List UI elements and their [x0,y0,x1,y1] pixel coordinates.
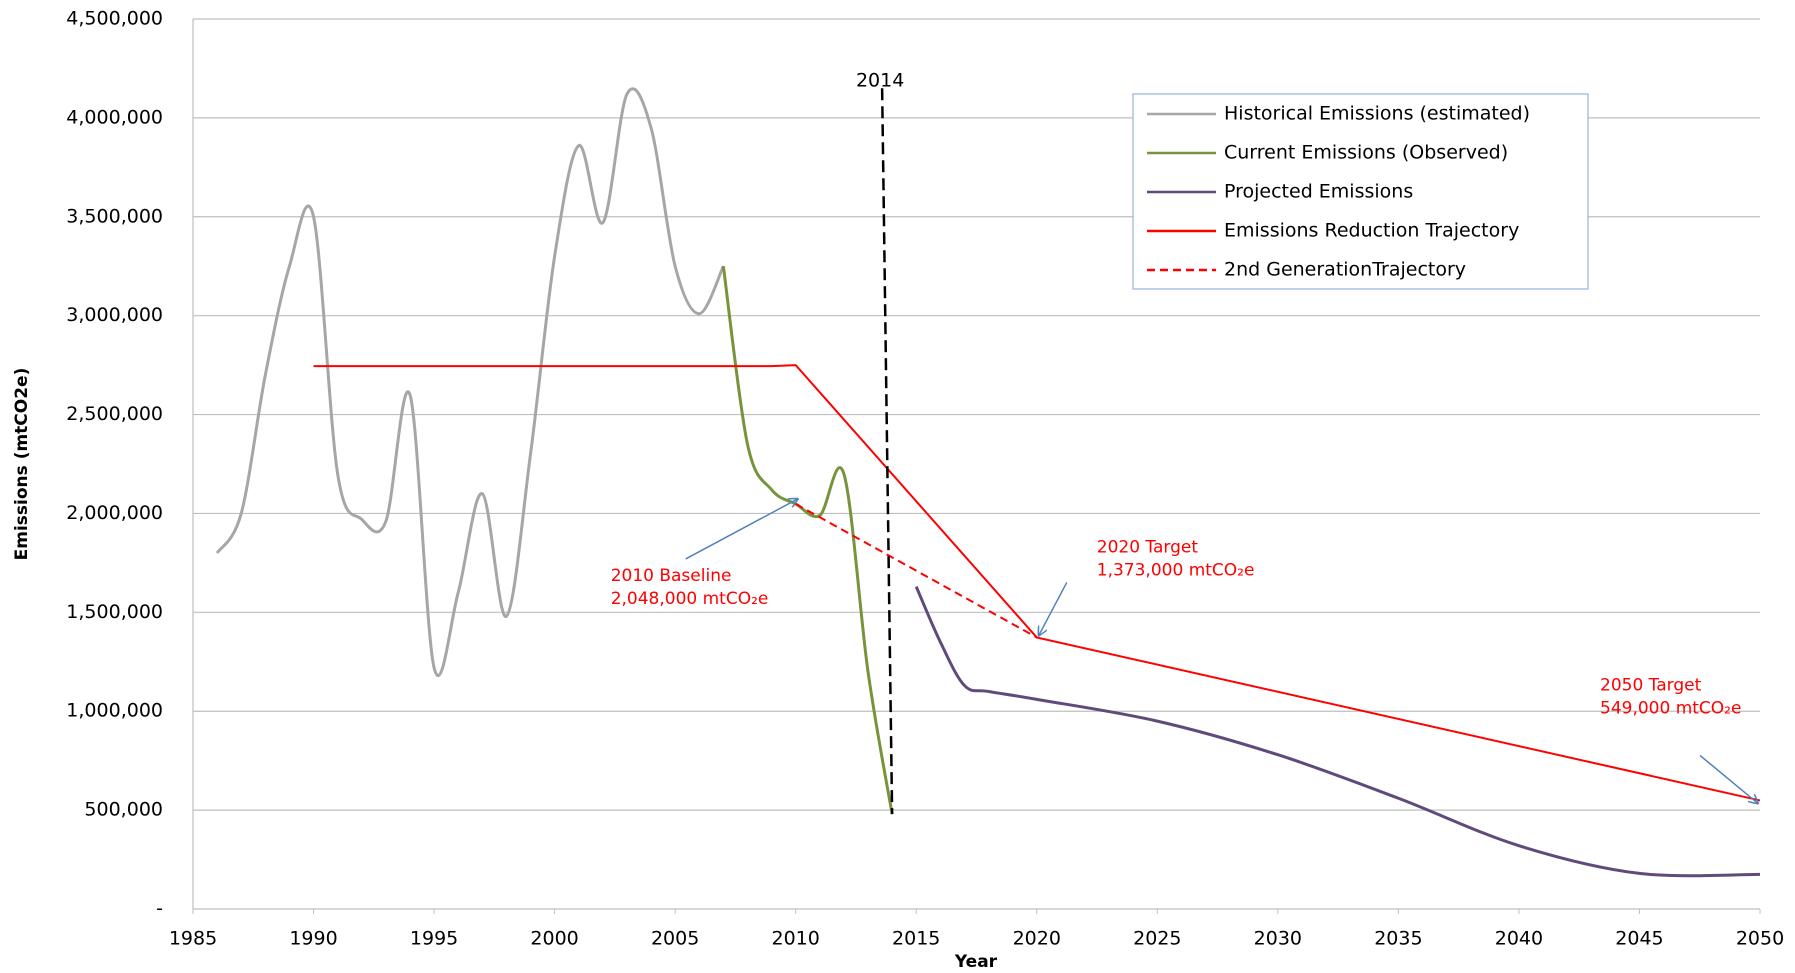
series-line [795,503,1038,639]
annotation: 549,000 mtCO₂e [1600,698,1741,718]
annotation: 2020 Target [1097,537,1199,557]
legend-label: Projected Emissions [1224,181,1413,203]
annotation-arrow [685,499,798,560]
legend-label: Current Emissions (Observed) [1224,142,1508,164]
annotation-arrow [1039,582,1068,635]
x-axis-label: Year [954,952,998,972]
y-tick-label: 1,500,000 [66,601,163,623]
marker-label: 2014 [856,70,904,92]
y-axis-label: Emissions (mtCO2e) [12,368,32,561]
y-tick-label: 1,000,000 [66,700,163,722]
x-tick-label: 1995 [410,928,458,950]
y-tick-label: 2,000,000 [66,502,163,524]
legend-label: Emissions Reduction Trajectory [1224,220,1519,242]
x-tick-label: 2030 [1254,928,1302,950]
legend-label: 2nd GenerationTrajectory [1224,259,1466,281]
annotation: 1,373,000 mtCO₂e [1097,560,1255,580]
annotation: 2010 Baseline [611,566,732,586]
y-tick-label: 3,000,000 [66,304,163,326]
y-tick-label: 4,500,000 [66,8,163,30]
x-tick-label: 2000 [530,928,578,950]
series-line [215,87,725,678]
y-tick-label: - [156,898,163,920]
x-tick-label: 2025 [1133,928,1181,950]
x-tick-label: 2005 [651,928,699,950]
marker-line [880,88,894,815]
x-tick-label: 1990 [289,928,337,950]
x-tick-label: 2020 [1013,928,1061,950]
y-tick-label: 4,000,000 [66,106,163,128]
x-tick-label: 1985 [169,928,217,950]
y-tick-label: 2,500,000 [66,403,163,425]
legend-label: Historical Emissions (estimated) [1224,103,1530,125]
x-tick-label: 2015 [892,928,940,950]
y-tick-label: 3,500,000 [66,205,163,227]
x-tick-label: 2050 [1736,928,1784,950]
annotation: 2,048,000 mtCO₂e [611,589,769,609]
x-tick-label: 2035 [1374,928,1422,950]
y-tick-label: 500,000 [84,799,163,821]
series-line [721,266,894,815]
annotation-arrow [1699,754,1758,803]
x-tick-label: 2040 [1495,928,1543,950]
legend: Historical Emissions (estimated) Current … [1132,93,1589,290]
series-line [313,364,1761,802]
x-tick-label: 2045 [1615,928,1663,950]
annotation: 2050 Target [1600,675,1702,695]
series-line [914,586,1761,878]
x-tick-label: 2010 [772,928,820,950]
